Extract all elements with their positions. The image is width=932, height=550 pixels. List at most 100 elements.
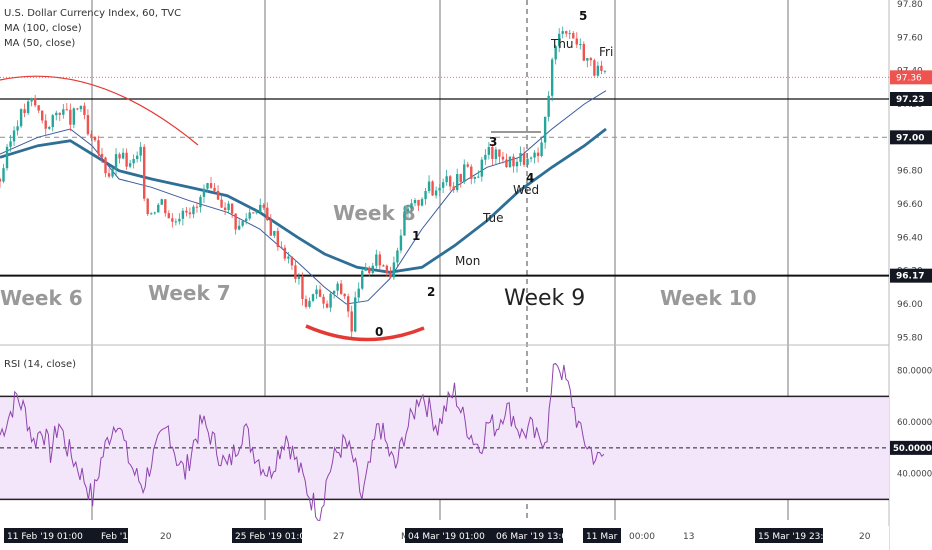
ma50-line — [0, 90, 607, 305]
candle-body-143 — [501, 156, 505, 160]
candle-body-64 — [223, 207, 227, 211]
candle-body-125 — [438, 187, 441, 191]
resistance-arc — [0, 75, 199, 146]
candle-body-17 — [58, 112, 61, 115]
time-box-6 — [405, 528, 495, 543]
candle-body-103 — [361, 270, 364, 289]
rsi-line — [0, 362, 605, 521]
candle-body-155 — [543, 116, 547, 143]
candle-body-79 — [276, 230, 280, 248]
time-label-1: Feb '19 23:00 — [101, 532, 163, 542]
candle-body-121 — [424, 191, 427, 200]
day-label-4: Fri — [599, 45, 613, 59]
time-label-2: 20 — [160, 532, 172, 542]
candle-body-53 — [185, 210, 188, 213]
candle-body-70 — [244, 218, 248, 222]
candle-body-161 — [565, 31, 568, 34]
level-label-1: 97.00 — [896, 133, 924, 143]
candle-body-66 — [230, 203, 234, 214]
candle-body-67 — [234, 213, 237, 230]
chart-legend: U.S. Dollar Currency Index, 60, TVC MA (… — [4, 6, 181, 51]
candle-body-26 — [90, 134, 93, 137]
candle-body-149 — [522, 153, 526, 165]
candle-body-137 — [480, 159, 484, 177]
candle-body-111 — [389, 273, 392, 278]
candle-body-129 — [452, 186, 455, 191]
candle-body-165 — [579, 44, 582, 46]
candle-body-1 — [2, 168, 5, 182]
candle-body-140 — [491, 146, 494, 160]
time-label-9: 00:00 — [629, 532, 655, 542]
candle-body-122 — [427, 181, 431, 192]
candle-body-172 — [603, 70, 607, 72]
candle-body-124 — [434, 190, 438, 196]
candle-body-101 — [354, 297, 357, 332]
day-label-1: Tue — [482, 211, 504, 225]
candle-body-50 — [174, 221, 178, 223]
candle-body-29 — [100, 153, 104, 158]
moving-averages — [0, 90, 607, 305]
candle-body-76 — [266, 207, 269, 221]
candle-body-144 — [505, 159, 508, 168]
time-box-8 — [583, 528, 621, 543]
week-label-0: Week 6 — [0, 286, 83, 310]
wave-label-5: 5 — [579, 9, 587, 23]
candle-body-13 — [44, 120, 47, 129]
week-label-4: Week 10 — [660, 286, 757, 310]
candle-body-92 — [322, 296, 325, 304]
candle-body-74 — [259, 204, 262, 213]
candle-body-130 — [456, 174, 459, 191]
rsi-title: RSI (14, close) — [4, 359, 77, 370]
candle-body-93 — [325, 303, 329, 308]
wave-label-4: 4 — [526, 171, 534, 185]
candle-body-102 — [357, 288, 360, 298]
rsi-current-box — [890, 440, 932, 455]
candle-body-46 — [160, 199, 163, 205]
candle-body-90 — [315, 289, 318, 295]
candle-body-169 — [593, 60, 596, 76]
level-box-2 — [890, 268, 932, 283]
candle-body-105 — [368, 267, 371, 273]
week-labels: Week 6 Week 7 Week 8 Week 9 Week 10 — [0, 201, 757, 311]
level-box-0 — [890, 92, 932, 106]
candle-body-77 — [269, 220, 273, 236]
time-label-0: 11 Feb '19 01:00 — [7, 532, 83, 542]
candle-body-142 — [498, 149, 501, 157]
candle-body-112 — [392, 262, 396, 278]
candle-body-83 — [290, 256, 294, 266]
candle-body-61 — [213, 187, 216, 191]
candle-body-58 — [202, 188, 206, 197]
candle-body-158 — [554, 46, 557, 60]
candle-body-49 — [171, 218, 174, 222]
price-tick-7: 96.40 — [897, 233, 923, 243]
candle-body-97 — [339, 283, 343, 294]
wave-label-3: 3 — [489, 135, 497, 149]
candle-body-80 — [280, 247, 283, 249]
candle-body-69 — [241, 221, 244, 226]
candle-body-114 — [399, 235, 403, 251]
candle-body-25 — [86, 115, 90, 135]
candle-body-22 — [76, 108, 79, 110]
candle-body-43 — [150, 213, 153, 215]
candle-body-164 — [575, 38, 578, 45]
candle-body-16 — [55, 112, 58, 116]
candle-body-118 — [413, 200, 417, 204]
current-price-label: 97.36 — [896, 73, 922, 83]
candle-body-20 — [69, 109, 72, 125]
candle-body-82 — [287, 256, 290, 259]
price-axis: 97.8097.6097.4097.2097.0096.8096.6096.40… — [890, 0, 932, 550]
candle-body-120 — [420, 199, 424, 206]
candle-body-40 — [139, 146, 142, 156]
candle-body-168 — [589, 58, 593, 61]
rsi-tick-2: 40.0000 — [897, 470, 932, 480]
candle-body-41 — [142, 146, 146, 199]
candle-body-159 — [557, 33, 561, 47]
candle-body-134 — [470, 166, 473, 179]
legend-ma100: MA (100, close) — [4, 23, 82, 34]
candle-body-138 — [484, 154, 487, 160]
candle-body-119 — [417, 200, 420, 206]
candle-body-135 — [473, 176, 476, 179]
level-label-2: 96.17 — [896, 272, 924, 282]
candle-body-141 — [494, 149, 498, 160]
ma100-line — [0, 127, 607, 274]
